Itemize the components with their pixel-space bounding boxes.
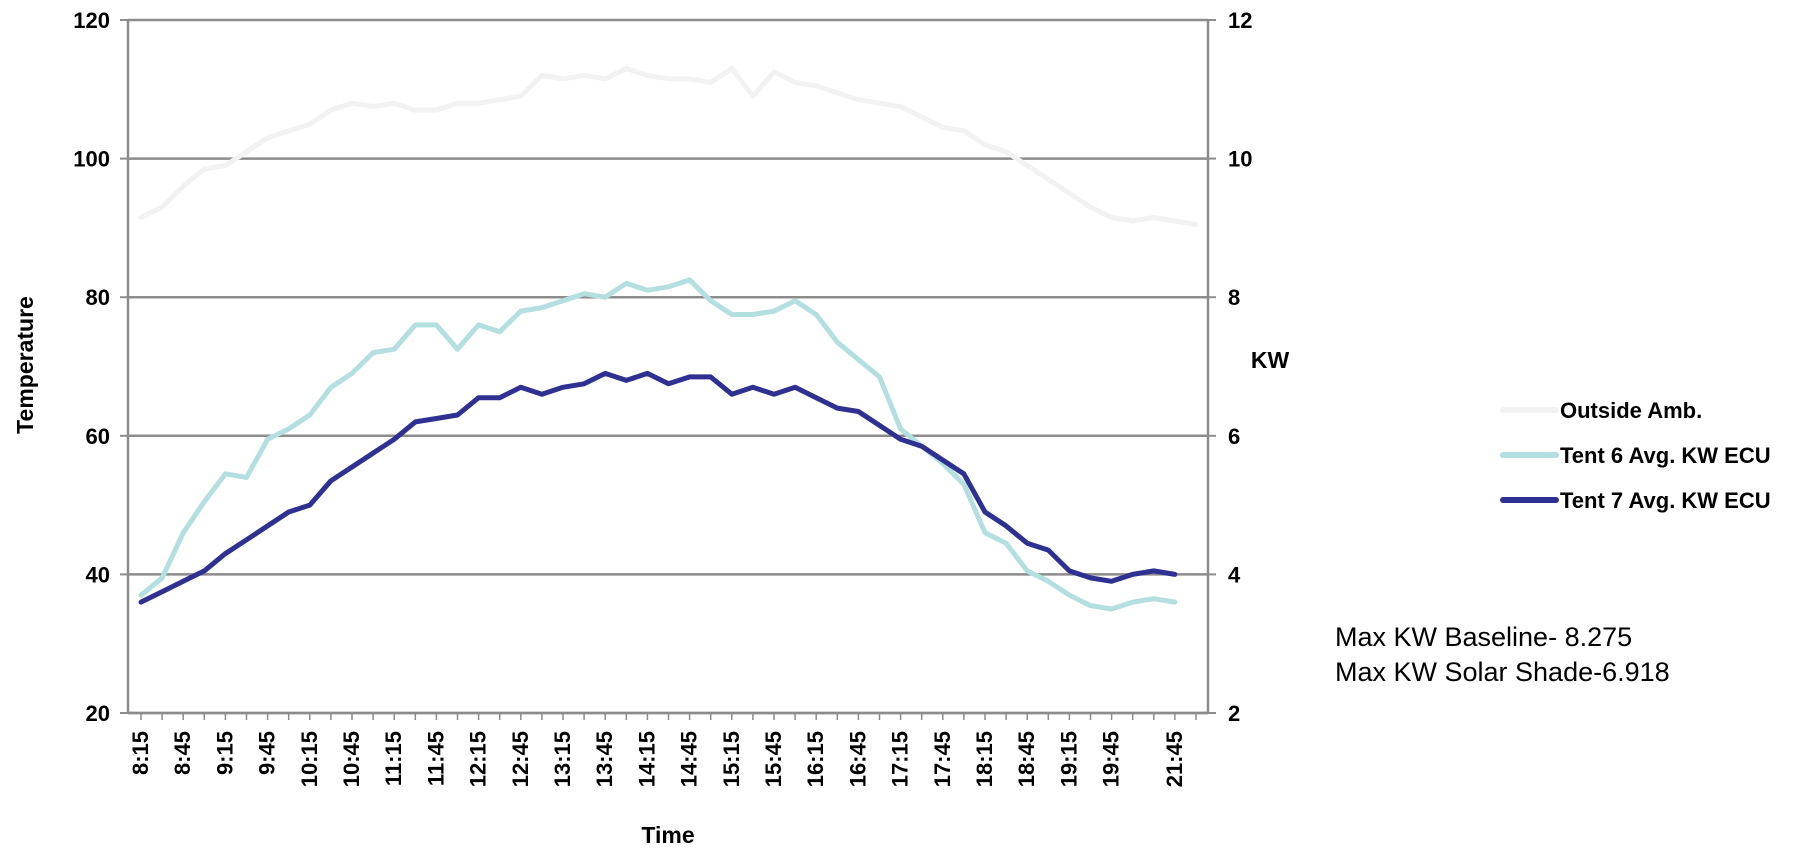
y-tick-label-right: 8 bbox=[1228, 285, 1240, 310]
x-tick-label: 10:45 bbox=[339, 731, 364, 787]
series-line-outside-amb- bbox=[138, 66, 1199, 227]
x-tick-label: 18:45 bbox=[1014, 731, 1039, 787]
x-tick-label: 14:45 bbox=[677, 731, 702, 787]
x-tick-label: 15:15 bbox=[719, 731, 744, 787]
y-axis-right-title: KW bbox=[1251, 347, 1290, 373]
x-tick-label: 12:15 bbox=[466, 731, 491, 787]
x-tick-label: 9:15 bbox=[212, 731, 237, 775]
max-kw-solar-shade-note: Max KW Solar Shade-6.918 bbox=[1335, 657, 1670, 687]
y-tick-label-left: 20 bbox=[86, 701, 110, 726]
x-tick-label: 16:45 bbox=[845, 731, 870, 787]
x-tick-label: 19:45 bbox=[1099, 731, 1124, 787]
x-tick-label: 19:15 bbox=[1056, 731, 1081, 787]
y-axis-left-title: Temperature bbox=[12, 296, 38, 434]
y-tick-label-right: 12 bbox=[1228, 8, 1252, 33]
x-tick-label: 17:45 bbox=[930, 731, 955, 787]
y-tick-label-right: 2 bbox=[1228, 701, 1240, 726]
series-line-tent-6-avg-kw-ecu bbox=[138, 277, 1178, 612]
y-tick-label-left: 120 bbox=[73, 8, 110, 33]
x-tick-label: 15:45 bbox=[761, 731, 786, 787]
x-tick-label: 8:15 bbox=[128, 731, 153, 775]
x-tick-label: 10:15 bbox=[297, 731, 322, 787]
x-tick-label: 18:15 bbox=[972, 731, 997, 787]
y-tick-label-right: 4 bbox=[1228, 562, 1241, 587]
x-tick-label: 12:45 bbox=[508, 731, 533, 787]
y-tick-label-left: 80 bbox=[86, 285, 110, 310]
gridlines bbox=[128, 18, 1208, 715]
tick-labels: 20 2 40 4 60 6 80 8 100 10 120 12 8:15 8:45 9:15 9:45 10… bbox=[73, 8, 1252, 787]
series-lines bbox=[138, 66, 1199, 612]
axes bbox=[120, 19, 1216, 720]
x-tick-label: 13:45 bbox=[592, 731, 617, 787]
legend-label: Tent 6 Avg. KW ECU bbox=[1560, 443, 1771, 468]
x-tick-label: 13:15 bbox=[550, 731, 575, 787]
series-line-tent-7-avg-kw-ecu bbox=[138, 370, 1178, 605]
y-tick-label-right: 6 bbox=[1228, 424, 1240, 449]
max-kw-baseline-note: Max KW Baseline- 8.275 bbox=[1335, 622, 1633, 652]
x-tick-label: 9:45 bbox=[255, 731, 280, 775]
legend: Outside Amb. Tent 6 Avg. KW ECU Tent 7 Avg… bbox=[1500, 398, 1771, 513]
x-tick-label: 11:15 bbox=[381, 731, 406, 786]
y-tick-label-left: 100 bbox=[73, 147, 110, 172]
x-tick-label: 16:15 bbox=[803, 731, 828, 787]
legend-label: Tent 7 Avg. KW ECU bbox=[1560, 488, 1771, 513]
x-tick-label: 8:45 bbox=[170, 731, 195, 775]
y-tick-label-left: 60 bbox=[86, 424, 110, 449]
x-tick-label: 14:15 bbox=[634, 731, 659, 787]
y-tick-label-right: 10 bbox=[1228, 147, 1252, 172]
y-tick-label-left: 40 bbox=[86, 562, 110, 587]
x-tick-label: 17:15 bbox=[888, 731, 913, 787]
x-tick-label: 11:45 bbox=[423, 731, 448, 786]
x-tick-label: 21:45 bbox=[1162, 731, 1187, 787]
x-axis-title: Time bbox=[641, 822, 694, 848]
legend-label: Outside Amb. bbox=[1560, 398, 1702, 423]
